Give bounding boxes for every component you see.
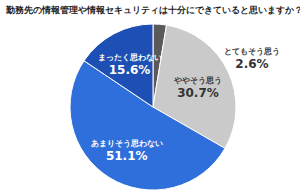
value-label: 51.1% <box>106 149 148 163</box>
category-label: あまりそう思わない <box>91 139 163 148</box>
title: 勤務先の情報管理や情報セキュリティは十分にできていると思いますか？ <box>5 5 300 15</box>
category-label: とてもそう思う <box>224 47 280 56</box>
slice <box>84 24 153 107</box>
slices <box>70 24 236 190</box>
category-label: ややそう思う <box>173 76 222 85</box>
category-label: まったく思わない <box>98 53 162 62</box>
value-label: 15.6% <box>109 63 151 77</box>
data-labels: とてもそう思う2.6% ややそう思う30.7% あまりそう思わない51.1% まったく… <box>91 47 280 163</box>
chart: 勤務先の情報管理や情報セキュリティは十分にできていると思いますか？ とてもそう思う… <box>0 0 300 192</box>
value-label: 30.7% <box>177 86 219 100</box>
value-label: 2.6% <box>235 57 268 71</box>
